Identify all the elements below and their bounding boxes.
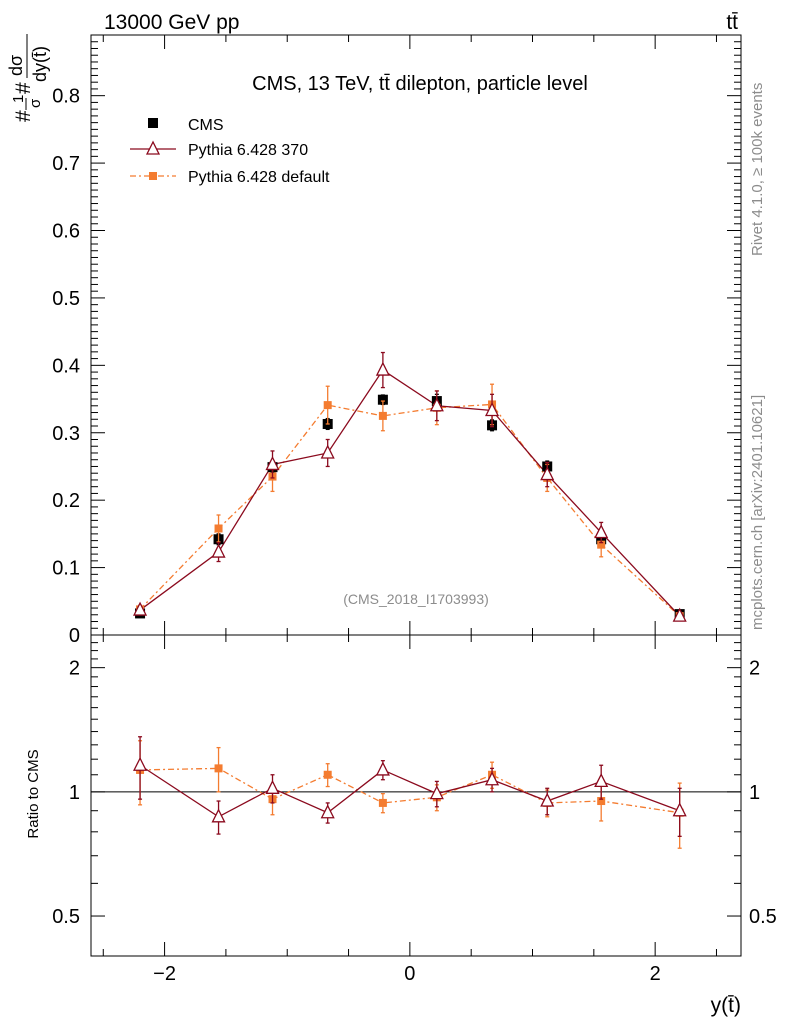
pythia-default-line <box>139 403 681 617</box>
ratio-pythia370-point <box>594 772 609 788</box>
ratio-pythia370-point <box>540 792 555 807</box>
pythia-default-point <box>378 411 387 420</box>
pythia370-point <box>133 601 148 616</box>
pythia370-point <box>320 444 335 459</box>
y-tick-label: 0.6 <box>52 221 80 243</box>
axes: −2 0 2 0 0.1 0.2 0.3 0.4 0.5 0.6 0.7 0.8 0.5 0.5 1 1 2 2 <box>52 35 777 985</box>
legend-pythia370-label: Pythia 6.428 370 <box>188 142 308 159</box>
x-tick-label: −2 <box>153 963 176 985</box>
pythia370-point <box>429 397 444 412</box>
ratio-pythia370-point <box>484 771 500 786</box>
rivet-label: Rivet 4.1.0, ≥ 100k events <box>749 83 766 256</box>
ratio-y-tick-label-right: 2 <box>749 658 760 680</box>
y-label-frac-den: σ <box>27 98 44 108</box>
ratio-panel-frame <box>90 634 742 957</box>
ratio-y-tick-label-right: 1 <box>749 782 760 804</box>
y-tick-label: 0 <box>69 625 80 647</box>
ratio-pythia-default-line <box>140 767 680 814</box>
cms-point <box>377 394 388 405</box>
ratio-pythia-default-point <box>214 764 223 773</box>
ratio-y-tick-label: 0.5 <box>52 906 80 928</box>
y-label-den: dy(t̄) <box>30 46 50 82</box>
y-tick-label: 0.3 <box>52 423 80 445</box>
ratio-pythia370-point <box>672 802 687 817</box>
y-label-frac-num: 1 <box>10 95 27 103</box>
pythia370-point <box>484 402 500 417</box>
main-y-axis-label: # 1 σ # dσ dy(t̄) <box>6 34 50 122</box>
pythia370-point <box>594 524 609 539</box>
y-tick-label: 0.8 <box>52 86 80 108</box>
legend-pythia370-marker <box>145 140 161 155</box>
ratio-pythia-default-point <box>323 770 332 779</box>
legend-cms-label: CMS <box>188 117 224 134</box>
y-label-num: dσ <box>6 55 26 76</box>
legend-pythia-default-label: Pythia 6.428 default <box>188 169 330 186</box>
y-tick-label: 0.7 <box>52 153 80 175</box>
x-tick-label: 0 <box>404 963 415 985</box>
mcplots-label: mcplots.cern.ch [arXiv:2401.10621] <box>749 395 766 630</box>
ratio-pythia370-point <box>265 779 280 794</box>
y-tick-label: 0.4 <box>52 355 80 377</box>
pythia-default-point <box>214 524 223 533</box>
process-label: tt̄ <box>726 11 738 34</box>
y-tick-label: 0.2 <box>52 490 80 512</box>
ratio-pythia370-point <box>211 808 226 823</box>
y-tick-label: 0.5 <box>52 288 80 310</box>
x-axis-label: y(t̄) <box>711 994 741 1017</box>
analysis-tag: (CMS_2018_I1703993) <box>343 591 489 607</box>
pythia370-point <box>375 361 390 376</box>
pythia370-point <box>265 455 280 471</box>
ratio-series <box>133 736 687 849</box>
pythia370-point <box>540 466 555 481</box>
legend-pythia-default-marker <box>149 172 157 180</box>
y-label-prefix: # <box>12 110 35 122</box>
pythia370-line <box>139 369 681 617</box>
ratio-pythia-default-point <box>597 797 606 806</box>
y-label-mid: # <box>12 82 35 94</box>
x-tick-label: 2 <box>650 963 661 985</box>
pythia370-point <box>211 543 226 558</box>
ratio-pythia370-point <box>375 761 390 776</box>
ratio-pythia370-point <box>133 756 148 771</box>
main-series <box>133 351 687 622</box>
ratio-pythia370-point <box>429 785 444 800</box>
pythia370-point <box>672 607 687 622</box>
y-tick-label: 0.1 <box>52 558 80 580</box>
ratio-y-tick-label-right: 0.5 <box>749 906 777 928</box>
legend-cms-marker <box>148 118 158 128</box>
ratio-y-tick-label: 1 <box>69 782 80 804</box>
ratio-pythia370-point <box>320 804 335 819</box>
legend: CMS Pythia 6.428 370 Pythia 6.428 defaul… <box>130 117 330 186</box>
ratio-y-label: Ratio to CMS <box>25 749 42 838</box>
ratio-y-tick-label: 2 <box>69 658 80 680</box>
ratio-pythia370-line <box>139 764 680 818</box>
chart-title: CMS, 13 TeV, tt̄ dilepton, particle leve… <box>252 73 588 95</box>
pythia-default-point <box>597 540 606 549</box>
pythia-default-point <box>323 401 332 410</box>
ratio-pythia-default-point <box>378 798 387 807</box>
energy-label: 13000 GeV pp <box>104 11 239 34</box>
